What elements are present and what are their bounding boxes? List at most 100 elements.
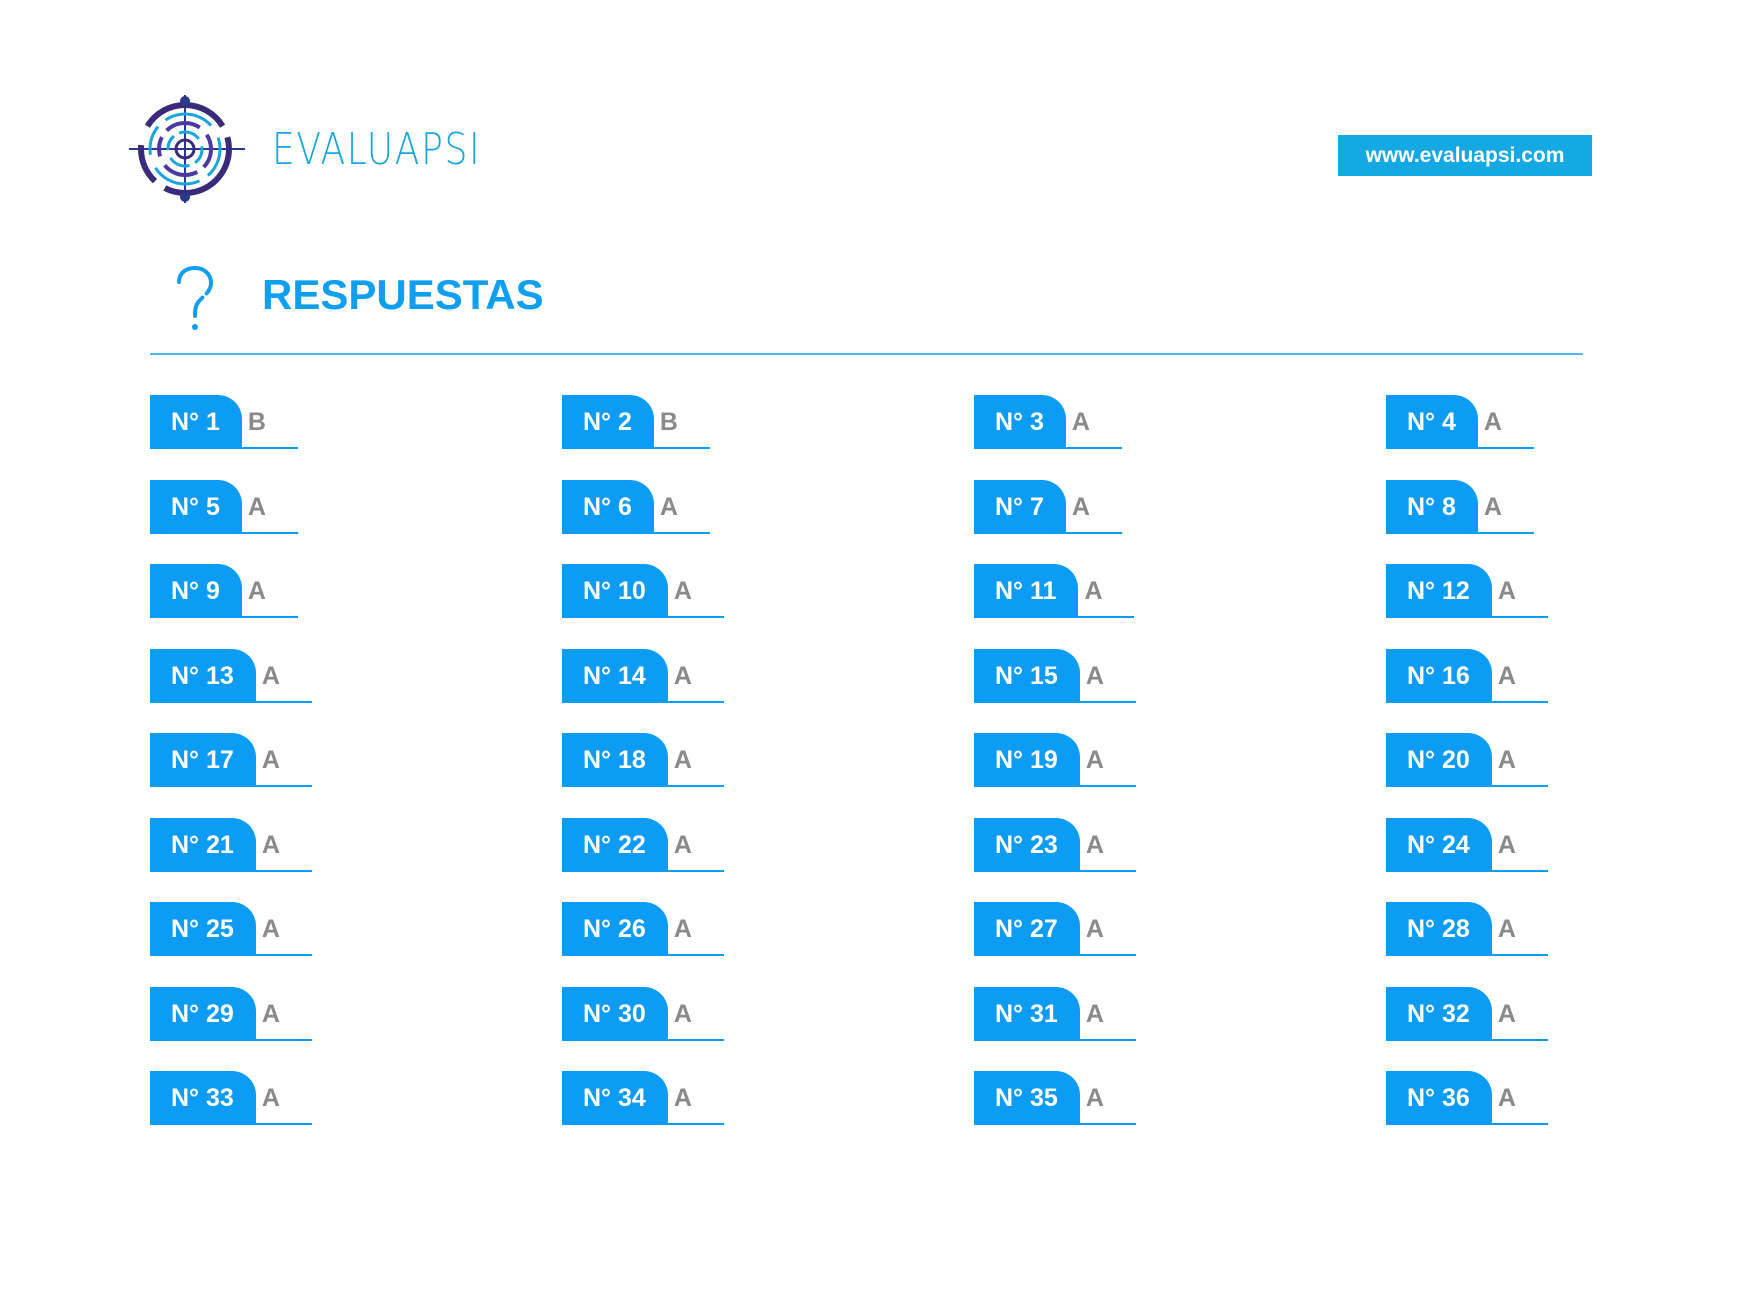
answer-value: A	[667, 902, 724, 956]
brand-name: EVALUAPSI	[272, 124, 482, 175]
answer-item: N° 17 A	[150, 733, 312, 787]
answer-item: N° 35 A	[974, 1071, 1136, 1125]
answer-number-tag: N° 9	[150, 564, 242, 618]
answer-value: A	[667, 733, 724, 787]
answer-number-tag: N° 6	[562, 479, 654, 534]
answer-value: A	[667, 649, 724, 703]
answer-number-tag: N° 18	[562, 733, 668, 787]
answer-value: A	[255, 733, 312, 787]
answer-value: A	[1491, 1071, 1548, 1125]
answer-item: N° 25 A	[150, 902, 312, 956]
answer-number-tag: N° 17	[150, 733, 256, 787]
answer-number-tag: N° 1	[150, 395, 242, 449]
answer-item: N° 36 A	[1386, 1071, 1548, 1125]
answer-item: N° 31 A	[974, 986, 1136, 1041]
answer-item: N° 28 A	[1386, 902, 1548, 956]
answer-number-tag: N° 30	[562, 986, 668, 1041]
answer-value: A	[1491, 987, 1548, 1041]
answer-value: A	[1079, 1071, 1136, 1125]
answer-number-tag: N° 2	[562, 395, 654, 449]
answer-item: N° 15 A	[974, 648, 1136, 703]
section-title: RESPUESTAS	[262, 271, 544, 318]
answer-number-tag: N° 28	[1386, 902, 1492, 956]
answer-value: A	[1078, 564, 1135, 618]
answer-number-tag: N° 5	[150, 479, 242, 534]
answer-value: A	[255, 818, 312, 872]
answer-number-tag: N° 4	[1386, 395, 1478, 449]
answer-number-tag: N° 25	[150, 902, 256, 956]
answer-number-tag: N° 34	[562, 1071, 668, 1125]
answer-number-tag: N° 12	[1386, 564, 1492, 618]
website-badge[interactable]: www.evaluapsi.com	[1338, 135, 1592, 176]
answer-item: N° 21 A	[150, 817, 312, 872]
answer-value: A	[1491, 733, 1548, 787]
answer-number-tag: N° 26	[562, 902, 668, 956]
answer-number-tag: N° 11	[974, 564, 1079, 618]
answer-item: N° 23 A	[974, 817, 1136, 872]
answer-value: A	[1079, 818, 1136, 872]
answer-item: N° 26 A	[562, 902, 724, 956]
answer-number-tag: N° 7	[974, 479, 1066, 534]
answer-number-tag: N° 29	[150, 986, 256, 1041]
answer-number-tag: N° 32	[1386, 986, 1492, 1041]
answer-value: A	[1491, 818, 1548, 872]
answer-value: A	[1477, 395, 1534, 449]
answer-value: A	[1079, 987, 1136, 1041]
answer-item: N° 29 A	[150, 986, 312, 1041]
answer-item: N° 32 A	[1386, 986, 1548, 1041]
answer-number-tag: N° 24	[1386, 817, 1492, 872]
question-mark-icon	[173, 265, 217, 332]
answer-value: A	[1065, 395, 1122, 449]
answer-value: A	[255, 649, 312, 703]
answer-item: N° 13 A	[150, 648, 312, 703]
answer-value: A	[1491, 649, 1548, 703]
answer-number-tag: N° 3	[974, 395, 1066, 449]
answer-number-tag: N° 31	[974, 986, 1080, 1041]
answer-value: B	[653, 395, 710, 449]
answer-value: A	[1079, 733, 1136, 787]
answer-item: N° 10 A	[562, 564, 724, 618]
answer-value: A	[255, 987, 312, 1041]
answer-value: A	[241, 564, 298, 618]
answer-number-tag: N° 14	[562, 648, 668, 703]
answer-number-tag: N° 16	[1386, 648, 1492, 703]
answer-number-tag: N° 10	[562, 564, 668, 618]
answer-value: B	[241, 395, 298, 449]
answer-value: A	[255, 902, 312, 956]
answer-value: A	[653, 480, 710, 534]
answer-item: N° 18 A	[562, 733, 724, 787]
answer-value: A	[667, 564, 724, 618]
answer-item: N° 14 A	[562, 648, 724, 703]
answer-item: N° 30 A	[562, 986, 724, 1041]
answer-number-tag: N° 36	[1386, 1071, 1492, 1125]
answer-value: A	[1491, 902, 1548, 956]
answer-value: A	[1065, 480, 1122, 534]
answer-item: N° 19 A	[974, 733, 1136, 787]
answer-number-tag: N° 19	[974, 733, 1080, 787]
answer-item: N° 24 A	[1386, 817, 1548, 872]
answer-value: A	[667, 818, 724, 872]
answer-item: N° 11 A	[974, 564, 1135, 618]
answer-number-tag: N° 35	[974, 1071, 1080, 1125]
answer-value: A	[1477, 480, 1534, 534]
answer-number-tag: N° 27	[974, 902, 1080, 956]
answer-number-tag: N° 23	[974, 817, 1080, 872]
answer-value: A	[1079, 902, 1136, 956]
section-divider	[150, 353, 1583, 355]
answer-item: N° 22 A	[562, 817, 724, 872]
answer-number-tag: N° 22	[562, 817, 668, 872]
answer-number-tag: N° 33	[150, 1071, 256, 1125]
answer-value: A	[241, 480, 298, 534]
answer-number-tag: N° 15	[974, 648, 1080, 703]
answer-item: N° 16 A	[1386, 648, 1548, 703]
answer-value: A	[1491, 564, 1548, 618]
answer-item: N° 12 A	[1386, 564, 1548, 618]
